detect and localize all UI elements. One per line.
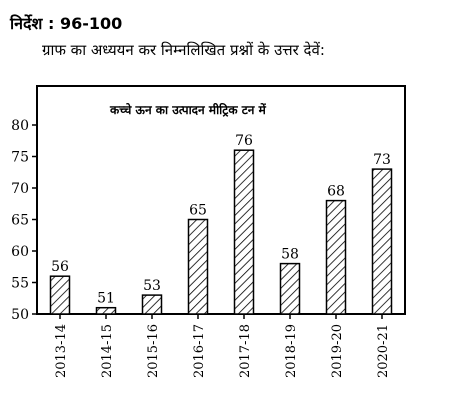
x-category-label: 2017-18 xyxy=(238,324,253,378)
instruction-text: ग्राफ का अध्ययन कर निम्नलिखित प्रश्नों क… xyxy=(42,41,325,59)
x-category-label: 2018-19 xyxy=(284,324,299,378)
x-category-label: 2015-16 xyxy=(146,324,161,378)
bar-value-label: 56 xyxy=(51,259,69,275)
x-category-label: 2020-21 xyxy=(376,324,391,378)
bar-value-label: 73 xyxy=(373,152,391,168)
x-category-label: 2019-20 xyxy=(330,324,345,378)
bar xyxy=(371,168,393,315)
plot-frame xyxy=(36,85,406,315)
y-tick-label: 50 xyxy=(11,307,29,323)
chart-title: कच्चे ऊन का उत्पादन मीट्रिक टन में xyxy=(109,103,267,117)
x-category-label: 2013-14 xyxy=(54,324,69,378)
x-category-label: 2014-15 xyxy=(100,324,115,378)
bar xyxy=(95,306,117,315)
bar xyxy=(279,262,301,315)
bar xyxy=(187,218,209,315)
bar-value-label: 76 xyxy=(235,133,253,149)
bar-value-label: 65 xyxy=(189,203,207,219)
page-heading: निर्देश : 96-100 xyxy=(10,14,123,33)
bar-value-label: 58 xyxy=(281,247,299,263)
bar xyxy=(49,275,71,315)
y-tick-label: 55 xyxy=(11,276,29,292)
bar xyxy=(325,199,347,315)
bar xyxy=(141,294,163,315)
bar-value-label: 68 xyxy=(327,184,345,200)
x-category-label: 2016-17 xyxy=(192,324,207,378)
y-tick-label: 70 xyxy=(11,181,29,197)
bar-value-label: 51 xyxy=(97,291,115,307)
y-tick-label: 75 xyxy=(11,150,29,166)
y-tick-label: 80 xyxy=(11,118,29,134)
bar-value-label: 53 xyxy=(143,278,161,294)
y-tick-label: 65 xyxy=(11,213,29,229)
y-tick-label: 60 xyxy=(11,244,29,260)
bar xyxy=(233,149,255,315)
